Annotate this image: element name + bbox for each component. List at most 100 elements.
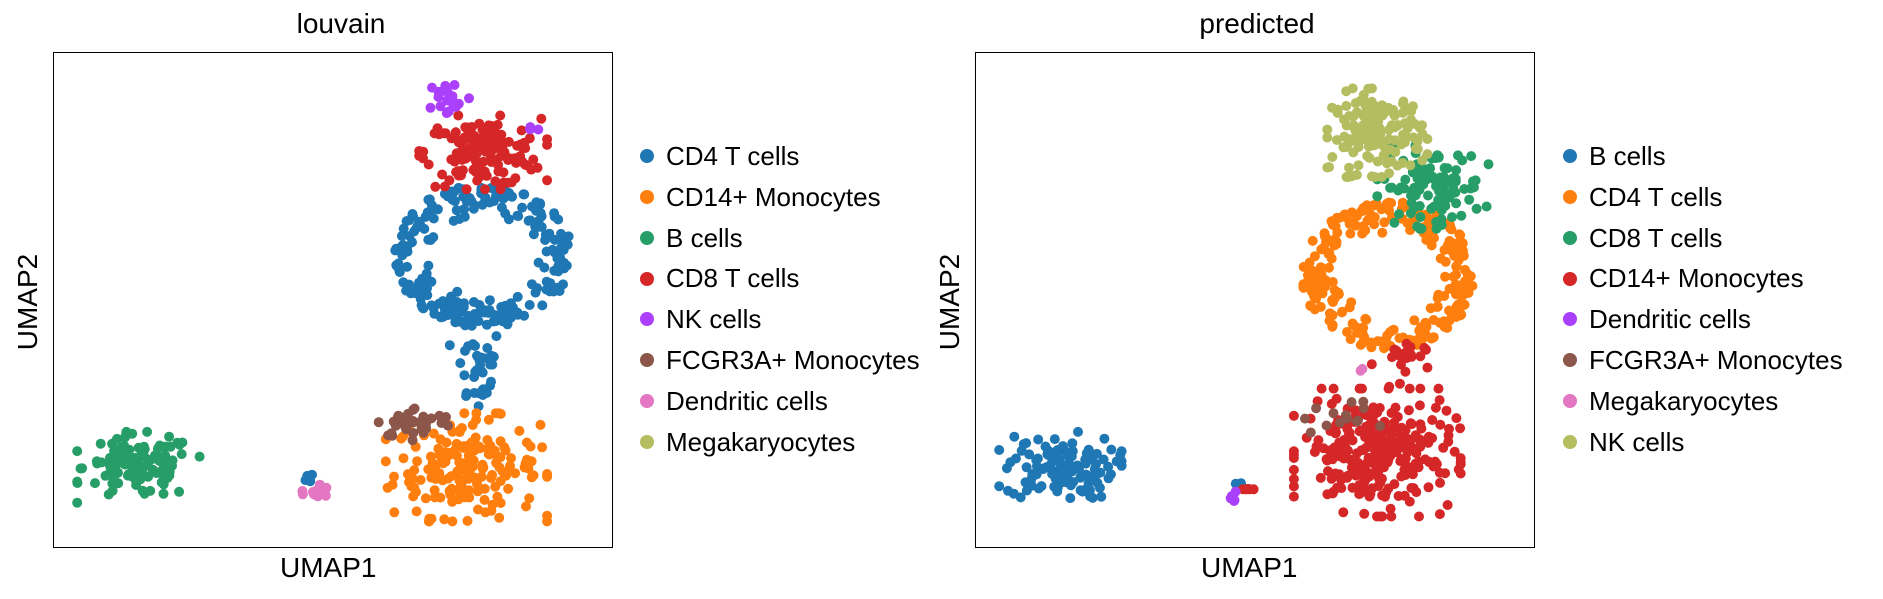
scatter-point: [1338, 142, 1349, 153]
scatter-point: [483, 414, 494, 425]
scatter-point: [1370, 172, 1381, 182]
scatter-point: [1328, 383, 1339, 394]
legend-label: CD4 T cells: [666, 141, 800, 171]
legend-item: Megakaryocytes: [640, 427, 855, 457]
scatter-point: [429, 464, 440, 475]
legend-marker: [640, 393, 654, 408]
legend-item: CD8 T cells: [640, 263, 799, 293]
scatter-point: [1386, 440, 1397, 451]
scatter-point: [488, 448, 498, 459]
x-axis-label: UMAP1: [280, 552, 377, 583]
scatter-point: [472, 175, 483, 186]
scatter-point: [1344, 111, 1355, 121]
scatter-point: [1366, 359, 1377, 370]
legend-item: B cells: [640, 223, 743, 253]
scatter-point: [461, 133, 472, 144]
scatter-point: [387, 479, 398, 490]
scatter-point: [481, 170, 492, 181]
scatter-point: [417, 302, 428, 313]
scatter-point: [1103, 461, 1114, 472]
scatter-point: [145, 485, 156, 496]
scatter-point: [1368, 402, 1379, 413]
scatter-point: [427, 82, 437, 93]
scatter-point: [434, 449, 445, 460]
scatter-point: [450, 317, 461, 328]
scatter-point: [1439, 163, 1450, 173]
scatter-point: [1358, 322, 1369, 333]
scatter-point: [160, 450, 171, 461]
scatter-point: [510, 173, 521, 184]
scatter-point: [1405, 208, 1416, 219]
scatter-point: [1288, 481, 1299, 492]
scatter-point: [458, 302, 469, 312]
scatter-point: [1428, 332, 1439, 343]
scatter-point: [1385, 144, 1396, 155]
scatter-point: [1226, 491, 1237, 502]
scatter-point: [533, 216, 544, 226]
legend-marker: [640, 271, 654, 286]
scatter-point: [1457, 155, 1468, 166]
scatter-point: [1398, 98, 1408, 109]
scatter-point: [1455, 423, 1466, 434]
scatter-point: [498, 193, 509, 204]
scatter-point: [528, 229, 539, 240]
scatter-point: [390, 420, 401, 431]
scatter-point: [1394, 333, 1405, 344]
scatter-point: [478, 462, 489, 473]
scatter-point: [1415, 434, 1425, 445]
scatter-point: [441, 108, 452, 119]
scatter-point: [512, 291, 523, 302]
legend-marker: [640, 149, 654, 164]
scatter-point: [446, 291, 456, 302]
legend-marker: [1563, 230, 1577, 245]
scatter-point: [75, 463, 86, 474]
scatter-point: [411, 222, 422, 233]
scatter-point: [1367, 83, 1377, 94]
scatter-point: [1384, 134, 1395, 145]
scatter-point: [389, 471, 399, 482]
scatter-point: [418, 153, 428, 164]
scatter-point: [451, 205, 462, 216]
scatter-point: [398, 453, 409, 464]
scatter-point: [1345, 454, 1356, 465]
scatter-point: [495, 151, 506, 162]
scatter-point: [1439, 316, 1449, 327]
scatter-point: [437, 169, 448, 180]
scatter-point: [425, 235, 436, 245]
scatter-point: [439, 514, 450, 525]
scatter-point: [1015, 492, 1026, 503]
scatter-point: [1310, 271, 1321, 282]
scatter-point: [1354, 383, 1365, 394]
scatter-point: [1386, 156, 1397, 167]
scatter-point: [451, 167, 462, 178]
scatter-point: [164, 431, 175, 442]
legend-item: NK cells: [640, 304, 761, 334]
scatter-point: [121, 428, 132, 439]
scatter-point: [439, 188, 450, 199]
scatter-point: [1067, 438, 1078, 449]
scatter-point: [1408, 483, 1419, 494]
scatter-point: [1321, 420, 1332, 431]
scatter-point: [1441, 405, 1452, 416]
scatter-point: [158, 488, 169, 499]
scatter-point: [136, 445, 147, 456]
scatter-point: [1425, 303, 1436, 314]
scatter-point: [525, 215, 536, 226]
scatter-point: [1377, 100, 1387, 111]
scatter-point: [1063, 458, 1074, 469]
scatter-point: [1324, 445, 1335, 456]
scatter-point: [1003, 485, 1013, 496]
scatter-point: [1455, 453, 1466, 464]
scatter-point: [1372, 156, 1383, 167]
scatter-point: [463, 473, 474, 484]
scatter-point: [116, 442, 126, 453]
scatter-point: [451, 148, 462, 159]
scatter-point: [1481, 201, 1492, 212]
y-axis-label: UMAP2: [934, 253, 965, 351]
scatter-point: [492, 119, 503, 130]
scatter-point: [1424, 457, 1435, 468]
scatter-point: [1288, 464, 1299, 475]
scatter-point: [1451, 198, 1462, 209]
scatter-point: [513, 211, 524, 222]
scatter-point: [1047, 468, 1058, 479]
